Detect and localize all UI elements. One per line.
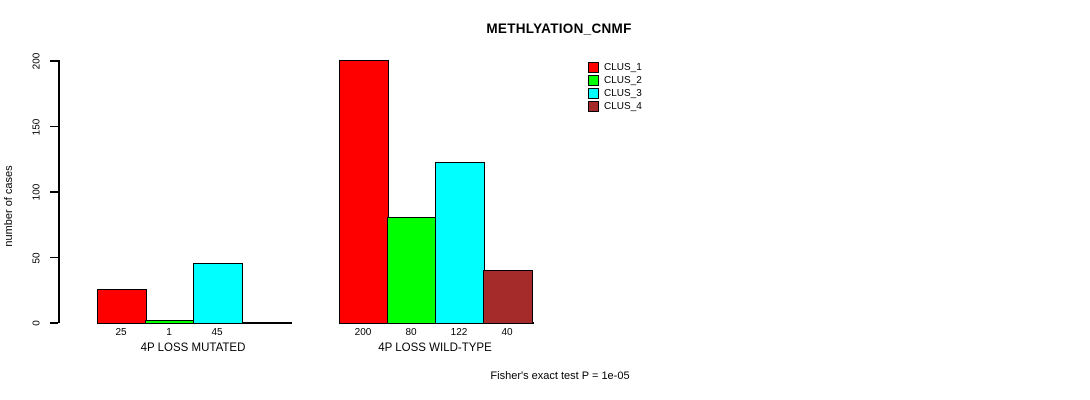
footnote: Fisher's exact test P = 1e-05 (490, 370, 630, 382)
legend-item: CLUS_2 (588, 74, 642, 86)
x-axis-group-label: 4P LOSS WILD-TYPE (378, 342, 492, 354)
legend-label: CLUS_4 (604, 100, 642, 112)
y-axis-tick-label: 0 (31, 320, 43, 326)
bar-clus_3 (193, 263, 243, 324)
legend-label: CLUS_2 (604, 74, 642, 86)
bar-value-label: 80 (405, 327, 417, 338)
bar-value-label: 40 (501, 327, 513, 338)
y-axis-tick (50, 191, 58, 193)
y-axis-tick-label: 150 (31, 118, 43, 135)
legend-swatch (588, 74, 599, 86)
y-axis-title: number of cases (3, 165, 15, 247)
bar-clus_2 (145, 320, 195, 324)
bar-value-label: 122 (450, 327, 468, 338)
legend-swatch (588, 87, 599, 99)
y-axis-tick-label: 200 (31, 52, 43, 70)
bar-value-label: 200 (354, 327, 372, 338)
bar-clus_2 (387, 217, 437, 324)
legend-swatch (588, 100, 599, 112)
y-axis-tick (50, 60, 58, 62)
bar-value-label: 25 (115, 327, 127, 338)
legend-item: CLUS_4 (588, 100, 642, 112)
chart-title: METHLYATION_CNMF (486, 21, 632, 36)
bar-clus_3 (435, 162, 485, 324)
bar-value-label: 1 (166, 327, 172, 338)
y-axis-tick (50, 256, 58, 258)
legend: CLUS_1 CLUS_2 CLUS_3 CLUS_4 (588, 61, 642, 113)
legend-item: CLUS_3 (588, 87, 642, 99)
y-axis-tick (50, 322, 58, 324)
y-axis-tick (50, 125, 58, 127)
y-axis-tick-label: 100 (31, 183, 43, 201)
legend-swatch (588, 61, 599, 73)
bar-clus_4 (483, 270, 533, 324)
y-axis-tick-label: 50 (31, 251, 43, 264)
legend-label: CLUS_1 (604, 61, 642, 73)
legend-item: CLUS_1 (588, 61, 642, 73)
bar-value-label: 45 (211, 327, 223, 338)
bar-clus_1 (339, 60, 389, 324)
legend-label: CLUS_3 (604, 87, 642, 99)
y-axis-line (58, 60, 60, 323)
bar-clus_1 (97, 289, 147, 324)
x-axis-group-label: 4P LOSS MUTATED (140, 342, 246, 354)
